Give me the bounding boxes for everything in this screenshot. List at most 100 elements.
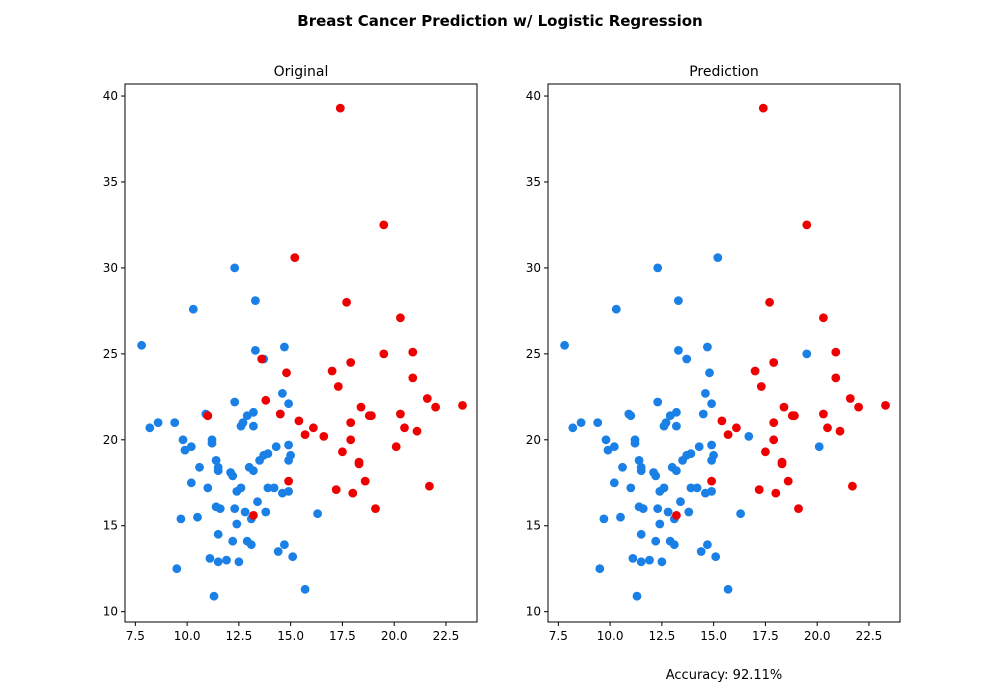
scatter-point-blue <box>186 442 196 452</box>
scatter-point-blue <box>626 411 636 421</box>
scatter-point-red <box>371 504 380 513</box>
scatter-point-red <box>348 488 358 498</box>
scatter-point-blue <box>599 514 609 524</box>
scatter-point-blue <box>230 504 240 513</box>
scatter-point-red <box>338 447 347 457</box>
scatter-point-red <box>379 220 389 230</box>
scatter-point-blue <box>271 442 281 452</box>
scatter-point-blue <box>651 536 661 546</box>
x-tick-label: 15.0 <box>277 629 304 643</box>
y-tick-label: 35 <box>103 175 118 189</box>
y-tick-label: 10 <box>526 605 541 619</box>
scatter-point-blue <box>653 397 663 407</box>
scatter-point-blue <box>696 547 706 556</box>
scatter-point-blue <box>634 456 644 465</box>
x-tick-label: 22.5 <box>856 629 883 643</box>
scatter-point-blue <box>616 512 625 522</box>
scatter-point-blue <box>744 432 754 441</box>
scatter-point-blue <box>280 342 289 352</box>
scatter-point-red <box>346 358 356 367</box>
scatter-point-blue <box>186 478 196 488</box>
scatter-point-blue <box>284 399 293 409</box>
scatter-point-blue <box>251 346 260 355</box>
scatter-point-red <box>761 447 770 457</box>
scatter-point-blue <box>261 507 271 517</box>
scatter-point-blue <box>713 253 723 262</box>
scatter-point-red <box>391 442 401 452</box>
x-tick-label: 20.0 <box>804 629 831 643</box>
scatter-point-red <box>845 394 855 403</box>
scatter-point-blue <box>593 418 603 427</box>
scatter-point-blue <box>611 304 621 314</box>
scatter-point-red <box>802 220 812 230</box>
scatter-point-blue <box>711 552 721 562</box>
scatter-point-blue <box>636 466 646 476</box>
scatter-point-blue <box>228 536 238 546</box>
scatter-point-blue <box>234 557 244 567</box>
scatter-point-blue <box>568 423 578 433</box>
scatter-point-red <box>257 354 267 364</box>
scatter-point-red <box>356 402 366 412</box>
scatter-point-red <box>335 103 345 113</box>
x-tick-label: 15.0 <box>700 629 727 643</box>
scatter-point-blue <box>288 552 298 562</box>
y-tick-label: 40 <box>526 89 541 103</box>
scatter-point-red <box>275 409 285 419</box>
scatter-point-blue <box>269 483 279 493</box>
scatter-point-blue <box>176 514 186 524</box>
scatter-point-red <box>408 373 418 383</box>
scatter-point-blue <box>698 409 708 419</box>
scatter-point-red <box>831 373 841 383</box>
scatter-point-blue <box>153 418 163 427</box>
axes-frame-original <box>124 83 478 623</box>
scatter-point-red <box>758 103 768 113</box>
scatter-point-blue <box>137 340 147 350</box>
scatter-point-blue <box>692 483 702 493</box>
scatter-point-red <box>327 366 337 376</box>
y-tick-label: 25 <box>526 347 541 361</box>
scatter-point-red <box>819 313 828 323</box>
scatter-point-blue <box>228 471 238 481</box>
x-tick-label: 10.0 <box>597 629 624 643</box>
scatter-point-red <box>835 426 845 436</box>
scatter-point-blue <box>626 483 636 493</box>
scatter-point-blue <box>278 389 287 398</box>
scatter-point-red <box>431 402 440 412</box>
scatter-point-red <box>294 416 304 426</box>
scatter-point-red <box>779 402 789 412</box>
x-tick-label: 10.0 <box>174 629 201 643</box>
scatter-point-red <box>408 347 418 357</box>
scatter-point-red <box>346 435 356 445</box>
scatter-point-blue <box>246 540 256 550</box>
scatter-point-red <box>756 382 766 391</box>
axes-frame-prediction <box>547 83 901 623</box>
scatter-point-blue <box>172 564 182 574</box>
scatter-point-blue <box>286 450 295 460</box>
scatter-point-red <box>765 297 774 307</box>
scatter-point-red <box>284 476 293 486</box>
scatter-point-blue <box>663 507 673 517</box>
scatter-point-blue <box>213 557 223 567</box>
scatter-point-blue <box>609 478 619 488</box>
y-tick-label: 15 <box>103 519 118 533</box>
scatter-point-blue <box>188 304 198 314</box>
scatter-point-blue <box>694 442 704 452</box>
scatter-point-blue <box>653 263 663 273</box>
x-tick-label: 17.5 <box>329 629 356 643</box>
y-tick-label: 20 <box>103 433 118 447</box>
scatter-point-blue <box>253 497 262 507</box>
scatter-point-blue <box>651 471 661 481</box>
scatter-point-blue <box>145 423 155 433</box>
scatter-point-red <box>771 488 781 498</box>
scatter-point-red <box>412 426 422 436</box>
scatter-point-blue <box>676 497 685 507</box>
scatter-point-red <box>769 435 779 445</box>
scatter-point-red <box>203 411 213 421</box>
subplot-title-original: Original <box>274 64 329 80</box>
scatter-point-red <box>848 481 857 491</box>
scatter-point-blue <box>205 554 215 563</box>
y-tick-label: 30 <box>526 261 541 275</box>
scatter-point-red <box>422 394 432 403</box>
y-tick-label: 25 <box>103 347 118 361</box>
scatter-point-blue <box>609 442 619 452</box>
